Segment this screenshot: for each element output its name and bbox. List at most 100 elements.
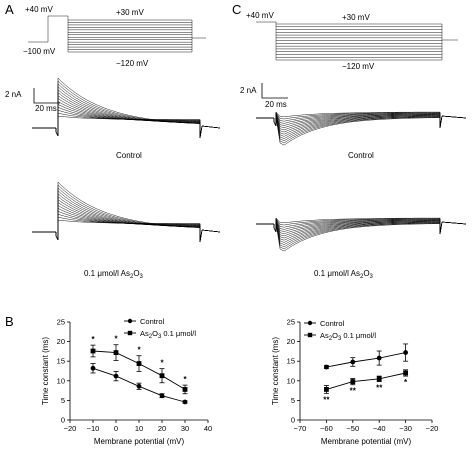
current-trace xyxy=(256,218,467,235)
time-constant-chart-b: 0 5 10 15 20 25 −20 −10 0 10 20 30 40 Membrane potent… xyxy=(41,317,212,446)
current-trace xyxy=(32,216,221,243)
y-axis-title: Time constant (ms) xyxy=(41,337,50,405)
protocol-steps-c xyxy=(256,21,458,61)
current-trace xyxy=(256,114,467,131)
protocol-holding-low-label: −100 mV xyxy=(23,47,56,56)
current-trace xyxy=(256,219,467,235)
current-trace xyxy=(256,115,467,142)
legend-label-part: 3 xyxy=(338,336,342,342)
current-trace xyxy=(256,219,467,235)
current-trace xyxy=(256,219,467,235)
current-trace xyxy=(256,220,467,237)
trace-label-arsenic-a-main: 0.1 μmol/l As xyxy=(84,269,130,278)
x-tick-label: −60 xyxy=(320,424,333,433)
current-trace xyxy=(256,115,467,139)
protocol-step-bottom-label: −120 mV xyxy=(116,59,149,68)
protocol-steps-a xyxy=(28,15,206,53)
current-trace xyxy=(256,220,467,239)
scale-bar-c: 2 nA 20 ms xyxy=(240,83,288,109)
protocol-prepulse-line xyxy=(48,15,69,20)
data-point-circle xyxy=(136,383,142,389)
data-point-circle xyxy=(376,355,382,361)
x-tick-label: 30 xyxy=(181,424,189,433)
legend-marker-square xyxy=(127,330,133,336)
protocol-step-top-label: +30 mV xyxy=(116,8,144,17)
trace-label-arsenic-c-sub2: 2 xyxy=(360,274,364,280)
data-point-square xyxy=(182,387,188,392)
trace-label-arsenic-a-sub3: 3 xyxy=(140,274,144,280)
current-trace xyxy=(256,221,467,250)
current-trace xyxy=(256,115,467,137)
significance-marker: * xyxy=(183,375,187,384)
x-tick-label: 20 xyxy=(158,424,166,433)
current-trace xyxy=(256,115,467,146)
data-point-square xyxy=(113,350,119,355)
significance-marker: * xyxy=(137,346,141,355)
current-trace xyxy=(256,115,467,144)
trace-label-arsenic-c-sub3: 3 xyxy=(370,274,374,280)
y-tick-label: 15 xyxy=(287,357,295,366)
data-point-square xyxy=(350,379,356,384)
protocol-holding-high-label: +40 mV xyxy=(25,5,53,14)
current-trace xyxy=(32,184,221,243)
data-point-square xyxy=(159,373,165,379)
x-tick-label: −40 xyxy=(373,424,386,433)
current-trace xyxy=(256,221,467,241)
legend-label: As2O3 0.1 μmol/l xyxy=(320,331,376,342)
data-point-square xyxy=(403,370,408,376)
y-axis-title: Time constant (ms) xyxy=(271,337,280,405)
legend-label-part: As xyxy=(320,331,329,340)
significance-marker: * xyxy=(91,335,95,344)
current-trace xyxy=(256,113,467,129)
time-constant-chart-d: 0 5 10 15 20 25 −70 −60 −50 −40 −30 −20 Membrane pot… xyxy=(271,318,438,447)
current-trace xyxy=(256,217,467,235)
legend-marker-square xyxy=(307,332,313,338)
current-traces-control-a xyxy=(32,77,221,139)
scale-bar-a-current-label: 2 nA xyxy=(5,90,22,99)
x-tick-label: −50 xyxy=(346,424,359,433)
current-trace xyxy=(32,196,221,243)
legend-label-part: 2 xyxy=(149,334,153,340)
y-tick-label: 10 xyxy=(57,376,65,385)
data-point-circle xyxy=(159,393,165,399)
current-trace xyxy=(256,114,467,133)
current-trace xyxy=(256,112,467,129)
current-trace xyxy=(32,95,221,139)
significance-marker: * xyxy=(404,378,408,387)
current-trace xyxy=(256,113,467,129)
legend-label: Control xyxy=(320,319,345,328)
scale-bar-c-time-label: 20 ms xyxy=(265,100,287,109)
legend-label: Control xyxy=(140,317,165,326)
current-trace xyxy=(32,213,221,243)
current-trace xyxy=(32,80,221,139)
x-tick-label: −70 xyxy=(294,424,307,433)
legend-label-part: 0.1 μmol/l xyxy=(161,329,196,338)
x-axis-title: Membrane potential (mV) xyxy=(321,437,412,446)
voltage-protocol-a: +40 mV +30 mV −100 mV −120 mV xyxy=(23,5,206,68)
x-tick-label: 40 xyxy=(204,424,212,433)
current-traces-arsenic-a xyxy=(32,181,221,243)
x-tick-label: −30 xyxy=(399,424,412,433)
data-point-circle xyxy=(90,365,96,371)
data-point-circle xyxy=(350,359,356,365)
legend-label-part: O xyxy=(332,331,338,340)
legend-label-part: As xyxy=(140,329,149,338)
current-trace xyxy=(32,92,221,139)
current-trace xyxy=(32,219,221,243)
current-trace xyxy=(32,199,221,243)
current-trace xyxy=(32,109,221,139)
current-trace xyxy=(256,217,467,235)
current-traces-control-c xyxy=(256,111,467,146)
current-traces-arsenic-c xyxy=(256,217,467,252)
voltage-protocol-c: +40 mV +30 mV −120 mV xyxy=(246,11,458,71)
current-trace xyxy=(256,111,467,129)
trace-label-arsenic-c: 0.1 μmol/l As2O3 xyxy=(314,269,374,280)
significance-marker: ** xyxy=(376,384,383,393)
current-trace xyxy=(256,221,467,252)
legend-label-part: 3 xyxy=(158,334,162,340)
significance-marker: * xyxy=(114,335,118,344)
current-trace xyxy=(32,104,221,139)
current-trace xyxy=(256,221,467,245)
x-tick-label: 10 xyxy=(135,424,143,433)
scale-bar-a-lines xyxy=(33,88,60,104)
